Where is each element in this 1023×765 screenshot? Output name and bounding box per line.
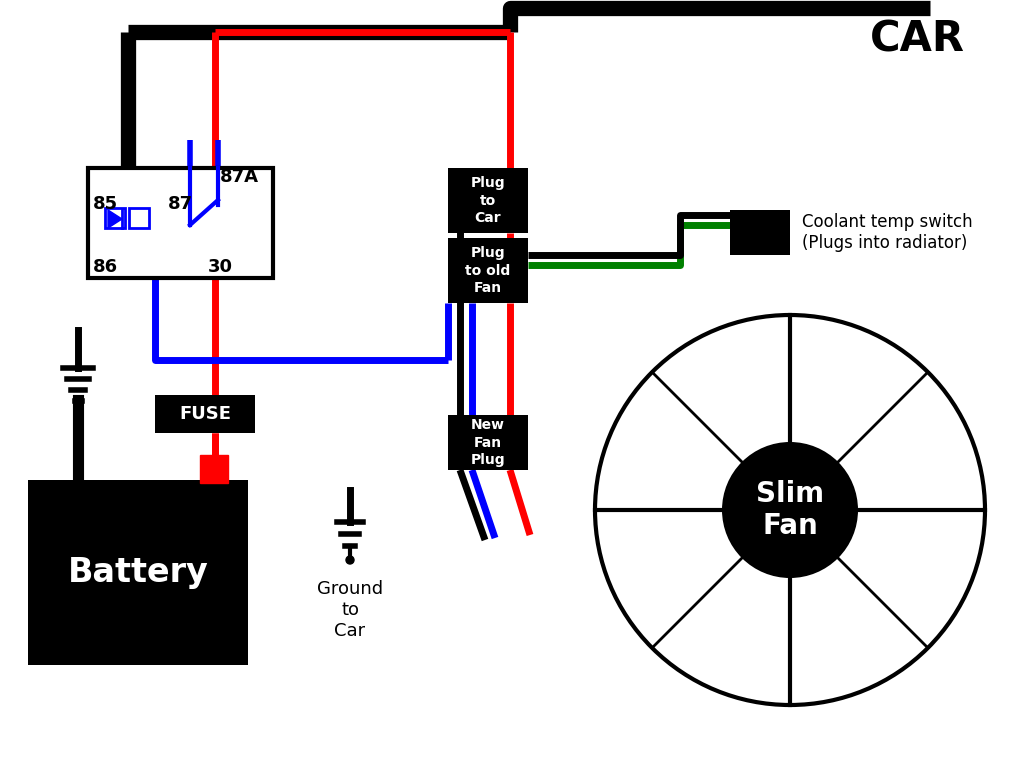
Text: Battery: Battery — [68, 556, 209, 589]
Bar — [105, 208, 125, 228]
Bar — [129, 208, 149, 228]
Text: CAR: CAR — [870, 18, 965, 60]
Bar — [201, 455, 228, 483]
Text: 85: 85 — [93, 195, 118, 213]
Bar — [88, 168, 273, 278]
Bar — [730, 210, 790, 255]
Text: 87A: 87A — [220, 168, 259, 186]
Circle shape — [722, 442, 858, 578]
Circle shape — [346, 556, 354, 564]
Text: Slim
Fan: Slim Fan — [756, 480, 825, 540]
Text: 86: 86 — [93, 258, 118, 276]
Polygon shape — [108, 210, 122, 228]
Bar — [448, 415, 528, 470]
Text: 30: 30 — [208, 258, 233, 276]
Text: Coolant temp switch
(Plugs into radiator): Coolant temp switch (Plugs into radiator… — [802, 213, 973, 252]
Bar — [28, 480, 248, 665]
Text: New
Fan
Plug: New Fan Plug — [471, 418, 505, 467]
Text: 87: 87 — [168, 195, 193, 213]
Text: Plug
to old
Fan: Plug to old Fan — [465, 246, 510, 295]
Circle shape — [595, 315, 985, 705]
Text: Plug
to
Car: Plug to Car — [471, 176, 505, 225]
Bar — [448, 238, 528, 303]
Text: Ground
to
Car: Ground to Car — [317, 580, 383, 640]
Text: FUSE: FUSE — [179, 405, 231, 423]
Bar — [448, 168, 528, 233]
Bar — [155, 395, 255, 433]
